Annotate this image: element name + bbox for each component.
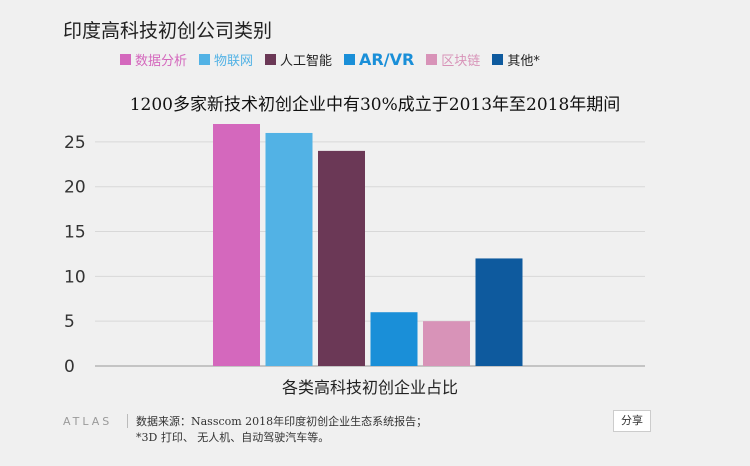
legend-item: 其他* <box>492 50 540 69</box>
legend-swatch <box>199 54 211 65</box>
legend: 数据分析 物联网 人工智能 AR/VR 区块链 其他* <box>120 50 552 69</box>
legend-item: 数据分析 <box>120 50 187 69</box>
x-axis-label: 各类高科技初创企业占比 <box>282 378 458 397</box>
y-tick-label: 5 <box>64 312 75 332</box>
bar <box>318 150 365 366</box>
share-button[interactable]: 分享 <box>613 410 651 432</box>
source-line-2: *3D 打印、 无人机、自动驾驶汽车等。 <box>136 431 330 444</box>
legend-item: 人工智能 <box>265 50 332 69</box>
legend-label: 人工智能 <box>280 54 333 69</box>
legend-label: AR/VR <box>359 50 415 69</box>
legend-label: 物联网 <box>214 54 254 69</box>
legend-item: AR/VR <box>344 50 414 69</box>
atlas-logo: ATLAS <box>63 415 113 428</box>
source-note: 数据来源：Nasscom 2018年印度初创企业生态系统报告； *3D 打印、 … <box>136 414 427 446</box>
legend-label: 其他* <box>507 54 540 69</box>
y-tick-label: 10 <box>64 267 86 287</box>
legend-swatch <box>426 54 438 65</box>
legend-swatch <box>120 54 131 65</box>
chart-title: 印度高科技初创公司类别 <box>63 20 273 42</box>
legend-swatch <box>344 54 356 65</box>
legend-swatch <box>265 54 277 65</box>
bar <box>213 124 260 366</box>
legend-item: 区块链 <box>426 50 480 69</box>
bar <box>475 258 523 366</box>
bar-chart: 0 5 10 15 20 25 各类高科技初创企业占比 <box>64 124 645 397</box>
legend-label: 数据分析 <box>135 54 188 69</box>
legend-item: 物联网 <box>199 50 253 69</box>
y-tick-label: 0 <box>64 357 75 377</box>
legend-swatch <box>492 54 504 65</box>
chart-subtitle: 1200多家新技术初创企业中有30%成立于2013年至2018年期间 <box>129 95 621 115</box>
bar <box>370 312 418 366</box>
y-tick-label: 25 <box>64 133 86 153</box>
bar <box>423 321 470 366</box>
bar <box>265 132 313 366</box>
legend-label: 区块链 <box>441 54 481 69</box>
y-tick-label: 20 <box>64 178 86 198</box>
y-tick-label: 15 <box>64 223 86 243</box>
footer-divider <box>127 414 128 428</box>
source-line-1: 数据来源：Nasscom 2018年印度初创企业生态系统报告； <box>136 415 428 428</box>
